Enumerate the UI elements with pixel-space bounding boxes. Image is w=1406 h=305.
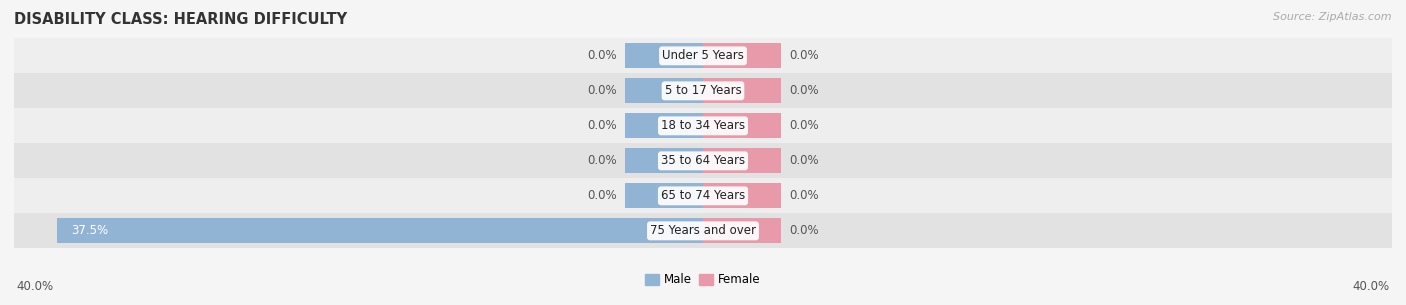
Bar [703, 113, 780, 138]
Bar [14, 38, 1392, 73]
Bar [14, 143, 1392, 178]
Bar [626, 43, 703, 68]
Text: 40.0%: 40.0% [17, 280, 53, 293]
Text: 0.0%: 0.0% [588, 49, 617, 62]
Bar [14, 178, 1392, 213]
Text: 0.0%: 0.0% [588, 119, 617, 132]
Bar [703, 43, 780, 68]
Text: 5 to 17 Years: 5 to 17 Years [665, 84, 741, 97]
Text: 0.0%: 0.0% [789, 189, 818, 202]
Text: 0.0%: 0.0% [789, 84, 818, 97]
Text: 18 to 34 Years: 18 to 34 Years [661, 119, 745, 132]
Bar [703, 183, 780, 208]
Legend: Male, Female: Male, Female [641, 269, 765, 291]
Bar [703, 78, 780, 103]
Text: 37.5%: 37.5% [70, 224, 108, 237]
Bar [626, 78, 703, 103]
Bar [14, 108, 1392, 143]
Bar [14, 214, 1392, 248]
Text: Source: ZipAtlas.com: Source: ZipAtlas.com [1274, 12, 1392, 22]
Text: DISABILITY CLASS: HEARING DIFFICULTY: DISABILITY CLASS: HEARING DIFFICULTY [14, 12, 347, 27]
Text: 0.0%: 0.0% [588, 154, 617, 167]
Text: 0.0%: 0.0% [789, 224, 818, 237]
Bar [626, 148, 703, 174]
Text: 40.0%: 40.0% [1353, 280, 1389, 293]
Bar [703, 148, 780, 174]
Bar [703, 218, 780, 243]
Bar [58, 218, 703, 243]
Bar [626, 113, 703, 138]
Text: 0.0%: 0.0% [588, 189, 617, 202]
Text: Under 5 Years: Under 5 Years [662, 49, 744, 62]
Bar [14, 73, 1392, 108]
Text: 0.0%: 0.0% [789, 154, 818, 167]
Text: 65 to 74 Years: 65 to 74 Years [661, 189, 745, 202]
Text: 0.0%: 0.0% [588, 84, 617, 97]
Bar [626, 183, 703, 208]
Text: 0.0%: 0.0% [789, 49, 818, 62]
Text: 35 to 64 Years: 35 to 64 Years [661, 154, 745, 167]
Text: 0.0%: 0.0% [789, 119, 818, 132]
Text: 75 Years and over: 75 Years and over [650, 224, 756, 237]
